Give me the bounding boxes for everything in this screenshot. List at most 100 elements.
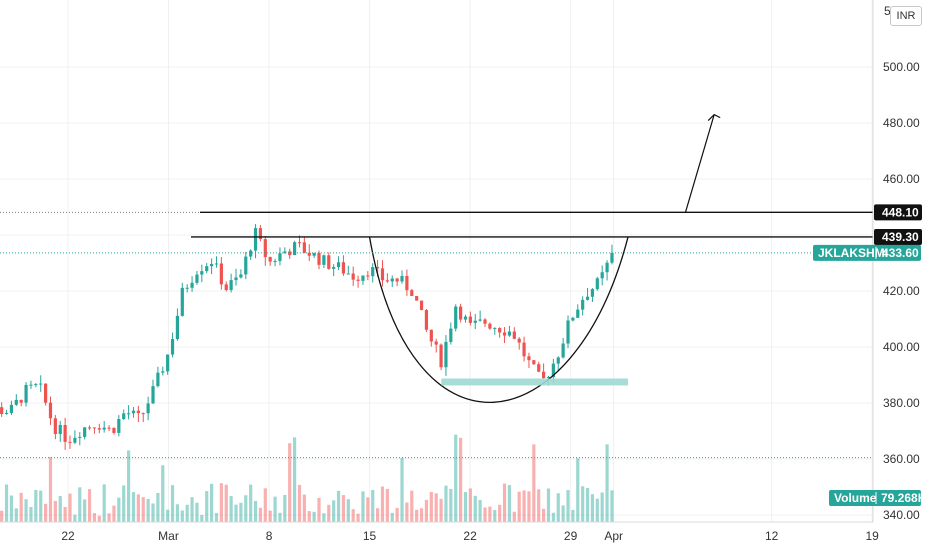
level-tag-lower-value: 439.30 bbox=[882, 230, 919, 244]
candle-body bbox=[39, 383, 43, 385]
breakout-arrow bbox=[684, 114, 715, 213]
volume-bar bbox=[185, 504, 189, 522]
candle-body bbox=[410, 290, 414, 297]
volume-bar bbox=[419, 508, 424, 522]
candle-body bbox=[483, 319, 487, 324]
volume-bar bbox=[244, 495, 248, 522]
candle-body bbox=[297, 242, 302, 244]
volume-bar bbox=[312, 511, 316, 522]
candle-body bbox=[595, 278, 599, 290]
candle-body bbox=[390, 278, 394, 282]
candle-body bbox=[166, 354, 170, 372]
candle-body bbox=[376, 267, 380, 269]
candle-body bbox=[19, 399, 23, 403]
candle-body bbox=[380, 268, 385, 281]
candle-body bbox=[288, 251, 292, 256]
volume-bar bbox=[507, 485, 512, 522]
volume-bar bbox=[429, 491, 433, 522]
candle-body bbox=[112, 427, 116, 433]
volume-bar bbox=[19, 492, 23, 522]
volume-bar bbox=[151, 503, 155, 522]
candle-body bbox=[190, 282, 194, 288]
volume-bar bbox=[444, 485, 448, 522]
volume-bar bbox=[600, 492, 604, 522]
candle-body bbox=[97, 428, 101, 430]
volume-bar bbox=[224, 484, 228, 522]
volume-bar bbox=[424, 499, 429, 522]
candle-body bbox=[214, 263, 219, 265]
volume-bar bbox=[488, 506, 492, 522]
candle-body bbox=[185, 287, 189, 289]
chart-drawings bbox=[0, 113, 873, 459]
volume-bar bbox=[273, 496, 277, 522]
volume-bar bbox=[263, 488, 267, 522]
volume-bar bbox=[141, 497, 145, 522]
volume-bar bbox=[78, 487, 82, 522]
candle-body bbox=[478, 319, 482, 321]
time-tick-label: Apr bbox=[604, 529, 623, 543]
candle-body bbox=[327, 255, 331, 269]
candle-body bbox=[73, 437, 77, 443]
volume-bar bbox=[415, 509, 419, 522]
volume-bar bbox=[146, 498, 150, 522]
volume-bar bbox=[546, 488, 551, 522]
volume-bar bbox=[498, 504, 502, 522]
volume-bar bbox=[43, 503, 48, 522]
volume-bar bbox=[302, 494, 306, 522]
candle-body bbox=[537, 364, 541, 372]
volume-bar bbox=[478, 500, 482, 522]
candle-body bbox=[463, 316, 468, 320]
volume-bar bbox=[454, 434, 458, 522]
candle-body bbox=[527, 356, 531, 361]
volume-bar bbox=[107, 513, 111, 522]
candle-body bbox=[224, 284, 228, 291]
volume-bars bbox=[0, 434, 614, 522]
volume-bar bbox=[395, 507, 399, 522]
volume-bar bbox=[610, 490, 614, 522]
candle-body bbox=[610, 253, 614, 263]
volume-bar bbox=[122, 485, 126, 522]
candle-body bbox=[14, 399, 18, 405]
support-zone bbox=[441, 378, 629, 386]
volume-bar bbox=[170, 485, 175, 522]
volume-bar bbox=[341, 495, 346, 522]
candle-body bbox=[385, 280, 389, 282]
candle-body bbox=[195, 274, 199, 283]
volume-bar bbox=[571, 509, 575, 522]
candle-body bbox=[434, 341, 438, 345]
candle-body bbox=[278, 253, 282, 261]
candle-body bbox=[302, 242, 306, 253]
volume-bar bbox=[410, 490, 414, 522]
candle-body bbox=[53, 418, 57, 434]
volume-bar bbox=[87, 489, 92, 522]
candle-body bbox=[68, 441, 72, 443]
candle-body bbox=[180, 287, 184, 316]
volume-bar bbox=[537, 489, 541, 522]
currency-button[interactable]: INR bbox=[890, 6, 922, 26]
level-tag-lower bbox=[874, 228, 922, 245]
volume-bar bbox=[39, 490, 43, 522]
candle-body bbox=[351, 273, 355, 280]
volume-bar bbox=[581, 486, 585, 522]
volume-bar bbox=[590, 494, 595, 522]
volume-bar bbox=[166, 509, 170, 522]
volume-bar bbox=[439, 498, 443, 522]
candle-body bbox=[424, 310, 429, 330]
volume-bar bbox=[356, 513, 360, 522]
time-axis: 22Mar8152229Apr12192 bbox=[0, 521, 932, 550]
candle-body bbox=[346, 273, 350, 275]
volume-bar bbox=[322, 513, 326, 522]
candle-body bbox=[258, 228, 263, 240]
volume-bar bbox=[102, 484, 106, 522]
volume-tag-value: 79.268K bbox=[881, 491, 927, 505]
volume-bar bbox=[24, 499, 28, 522]
volume-bar bbox=[258, 507, 263, 522]
candle-body bbox=[107, 427, 111, 429]
time-tick-label: 22 bbox=[61, 529, 75, 543]
volume-bar bbox=[502, 483, 507, 522]
volume-bar bbox=[92, 513, 97, 522]
volume-bar bbox=[161, 465, 165, 522]
volume-bar bbox=[136, 494, 140, 522]
volume-bar bbox=[63, 507, 67, 522]
